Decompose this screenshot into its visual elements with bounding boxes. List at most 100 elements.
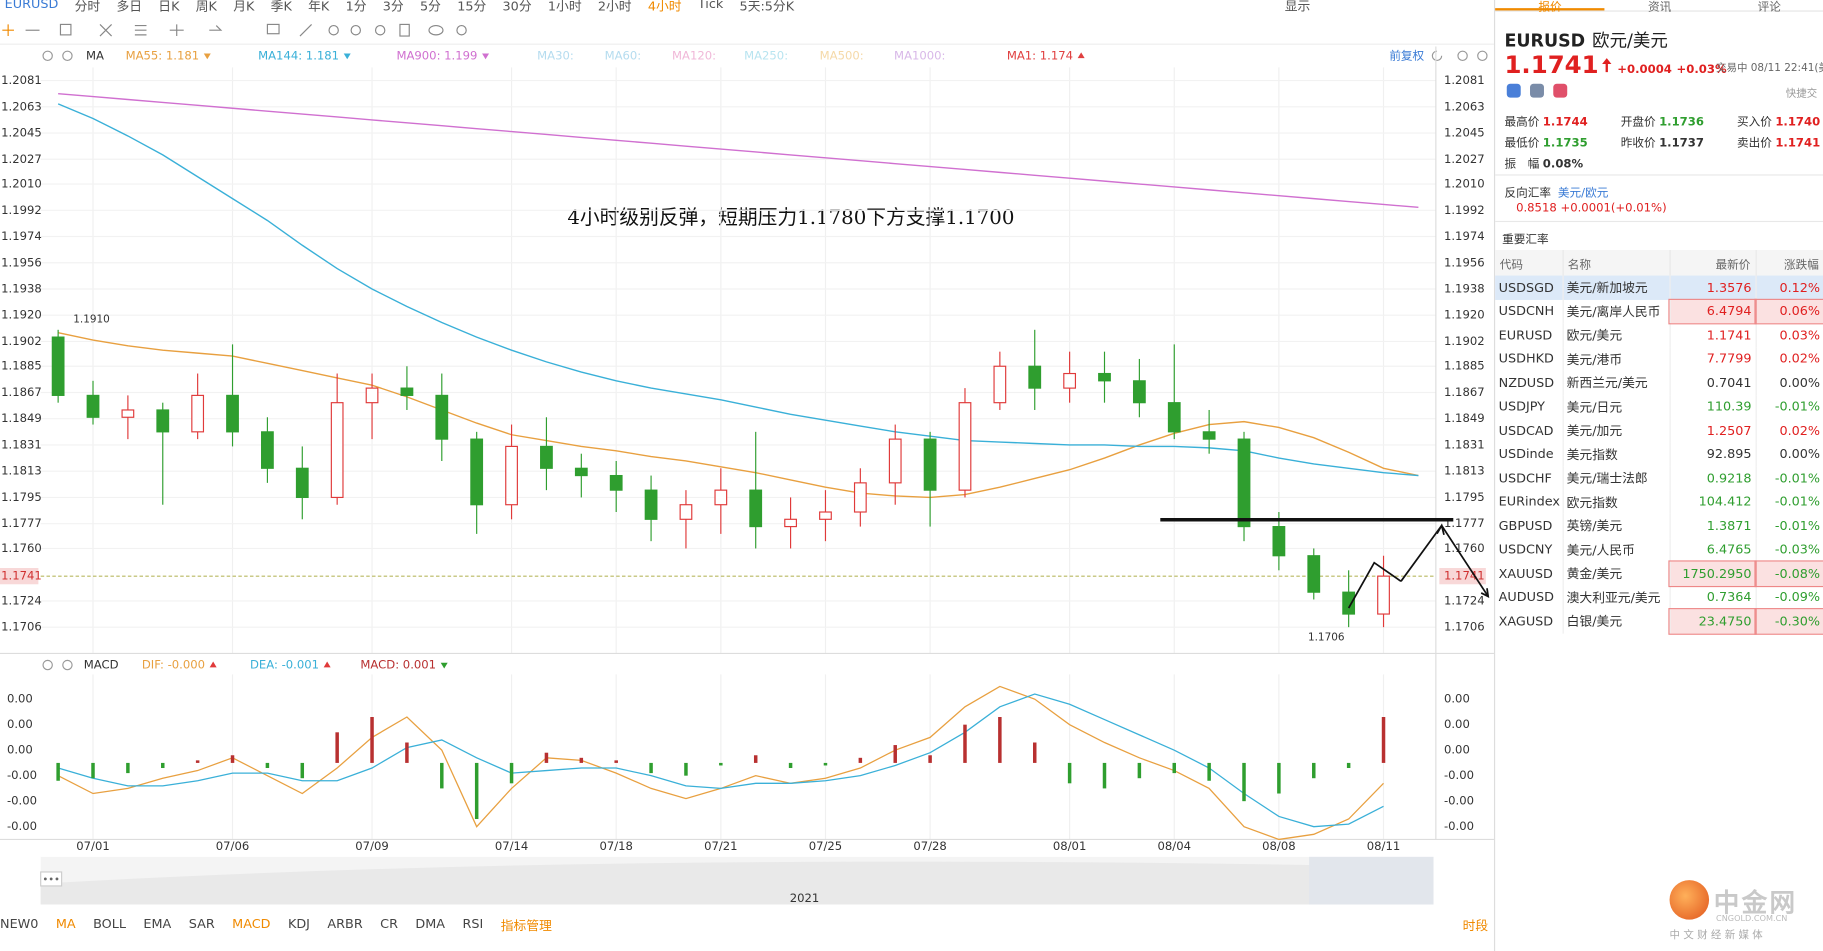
y-tick-label: 1.1885 bbox=[1444, 359, 1485, 373]
period-tab[interactable]: 5分 bbox=[420, 0, 441, 14]
y-tick-label: 1.1777 bbox=[1, 516, 42, 530]
rate-row[interactable]: USDSGD 美元/新加坡元 1.3576 0.12% bbox=[1495, 275, 1823, 300]
rate-row[interactable]: USDJPY 美元/日元 110.39 -0.01% bbox=[1495, 394, 1823, 419]
price: 92.895 bbox=[1669, 442, 1757, 467]
period-tab[interactable]: 5天:5分K bbox=[739, 0, 795, 14]
macd-bar bbox=[579, 757, 584, 763]
name: 美元/日元 bbox=[1562, 394, 1671, 419]
rates-table: 代码 名称 最新价 涨跌幅 USDSGD 美元/新加坡元 1.3576 0.12% USDCNH… bbox=[1495, 249, 1823, 635]
column-header[interactable]: 名称 bbox=[1562, 249, 1671, 276]
indicator-tab[interactable]: MA bbox=[55, 916, 76, 932]
reverse-pair[interactable]: 美元/欧元 bbox=[1557, 187, 1609, 200]
indicator-tab[interactable]: DMA bbox=[415, 916, 446, 932]
period-tab[interactable]: 年K bbox=[308, 0, 330, 14]
y-tick-label: 1.2010 bbox=[1444, 177, 1485, 191]
y-tick-label: 1.1938 bbox=[1444, 281, 1485, 295]
period-tab[interactable]: 3分 bbox=[382, 0, 404, 14]
icon[interactable] bbox=[1553, 83, 1568, 98]
macd-bar bbox=[1207, 762, 1211, 781]
rate-row[interactable]: GBPUSD 英镑/美元 1.3871 -0.01% bbox=[1495, 513, 1823, 538]
indicator-name[interactable]: MA bbox=[86, 48, 104, 62]
legend-item[interactable]: MA250: bbox=[744, 48, 788, 62]
stat-value: 1.1741 bbox=[1775, 137, 1821, 150]
indicator-tab[interactable]: RSI bbox=[462, 916, 484, 932]
rate-row[interactable]: USDHKD 美元/港币 7.7799 0.02% bbox=[1495, 347, 1823, 371]
adjust-mode[interactable]: 前复权 bbox=[1389, 48, 1424, 62]
macd-bar bbox=[719, 762, 723, 766]
icon[interactable] bbox=[1506, 83, 1521, 98]
macd-bar bbox=[823, 762, 828, 766]
display-menu[interactable]: 显示 bbox=[1284, 0, 1311, 14]
legend-arrow bbox=[482, 53, 490, 60]
legend-item[interactable]: MA1: 1.174 bbox=[1007, 48, 1073, 62]
rate-row[interactable]: NZDUSD 新西兰元/美元 0.7041 0.00% bbox=[1495, 370, 1823, 395]
period-tab[interactable]: 30分 bbox=[502, 0, 532, 14]
rate-row[interactable]: USDCNH 美元/离岸人民币 6.4794 0.06% bbox=[1495, 298, 1823, 325]
period-tab[interactable]: 分时 bbox=[74, 0, 101, 14]
period-tab[interactable]: 4小时 bbox=[647, 0, 682, 14]
indicator-tab[interactable]: KDJ bbox=[287, 916, 310, 932]
legend-item[interactable]: MA60: bbox=[605, 48, 642, 62]
price: 104.412 bbox=[1669, 490, 1757, 514]
reverse-values: 0.8518 +0.0001(+0.01%) bbox=[1516, 202, 1667, 215]
rate-row[interactable]: EURindex 欧元指数 104.412 -0.01% bbox=[1495, 490, 1823, 514]
indicator-tab[interactable]: CR bbox=[380, 916, 398, 932]
indicator-tab[interactable]: SAR bbox=[188, 916, 215, 932]
legend-item[interactable]: MA900: 1.199 bbox=[396, 48, 477, 62]
indicator-tab[interactable]: BOLL bbox=[93, 916, 126, 932]
period-tab[interactable]: 季K bbox=[270, 0, 292, 14]
panel-tab[interactable]: 资讯 bbox=[1648, 1, 1672, 14]
legend-item[interactable]: DIF: -0.000 bbox=[142, 658, 205, 672]
legend-item[interactable]: MA144: 1.181 bbox=[258, 48, 339, 62]
candle-body bbox=[1063, 372, 1077, 389]
indicator-tab[interactable]: ARBR bbox=[327, 916, 363, 932]
candle-body bbox=[923, 438, 937, 491]
column-header[interactable]: 代码 bbox=[1495, 249, 1564, 276]
legend-item[interactable]: MA120: bbox=[672, 48, 716, 62]
period-tab[interactable]: 日K bbox=[158, 0, 180, 14]
period-button[interactable]: 时段 bbox=[1462, 918, 1489, 934]
period-tab[interactable]: 多日 bbox=[116, 0, 143, 14]
price: 7.7799 bbox=[1669, 347, 1757, 371]
indicator-tab[interactable]: 指标管理 bbox=[500, 918, 552, 934]
period-tab[interactable]: 1小时 bbox=[547, 0, 582, 14]
legend-item[interactable]: MA500: bbox=[820, 48, 864, 62]
panel-tab[interactable]: 评论 bbox=[1757, 1, 1781, 14]
legend-item[interactable]: MACD: 0.001 bbox=[360, 658, 436, 672]
candle-body bbox=[540, 445, 553, 469]
legend-item[interactable]: MA55: 1.181 bbox=[126, 48, 200, 62]
rate-row[interactable]: AUDUSD 澳大利亚元/美元 0.7364 -0.09% bbox=[1495, 585, 1823, 610]
period-tab[interactable]: 2小时 bbox=[597, 0, 632, 14]
rate-row[interactable]: USDinde 美元指数 92.895 0.00% bbox=[1495, 442, 1823, 467]
rate-row[interactable]: EURUSD 欧元/美元 1.1741 0.03% bbox=[1495, 323, 1823, 348]
indicator-tab[interactable]: NEW0 bbox=[0, 916, 39, 932]
period-tab[interactable]: Tick bbox=[697, 0, 724, 12]
panel-tab[interactable]: 报价 bbox=[1495, 0, 1605, 14]
symbol[interactable]: EURUSD bbox=[4, 0, 59, 12]
macd-bar bbox=[474, 762, 479, 820]
legend-item[interactable]: MA1000: bbox=[894, 48, 945, 62]
period-tab[interactable]: 月K bbox=[233, 0, 255, 14]
rate-row[interactable]: USDCNY 美元/人民币 6.4765 -0.03% bbox=[1495, 537, 1823, 562]
legend-item[interactable]: DEA: -0.001 bbox=[250, 658, 319, 672]
period-tab[interactable]: 15分 bbox=[457, 0, 487, 14]
rate-row[interactable]: XAGUSD 白银/美元 23.4750 -0.30% bbox=[1495, 608, 1823, 635]
column-header[interactable]: 最新价 bbox=[1669, 249, 1757, 276]
indicator-tab[interactable]: MACD bbox=[232, 916, 271, 932]
indicator-tab[interactable]: EMA bbox=[143, 916, 172, 932]
rate-row[interactable]: XAUUSD 黄金/美元 1750.2950 -0.08% bbox=[1495, 560, 1823, 587]
period-tab[interactable]: 周K bbox=[195, 0, 217, 14]
rate-row[interactable]: USDCHF 美元/瑞士法郎 0.9218 -0.01% bbox=[1495, 466, 1823, 491]
quick-trade[interactable]: 快捷交 bbox=[1785, 88, 1818, 100]
navigator-handle[interactable] bbox=[40, 871, 63, 887]
icon[interactable] bbox=[1530, 83, 1544, 98]
y-tick-label: 1.1760 bbox=[1, 541, 42, 555]
column-header[interactable]: 涨跌幅 bbox=[1755, 249, 1823, 276]
legend-item[interactable]: MA30: bbox=[537, 48, 574, 62]
navigator-window[interactable] bbox=[1309, 856, 1434, 905]
rate-row[interactable]: USDCAD 美元/加元 1.2507 0.02% bbox=[1495, 418, 1823, 443]
quote-name: 欧元/美元 bbox=[1592, 30, 1668, 52]
y-tick-label: 1.1974 bbox=[1, 229, 42, 243]
period-tab[interactable]: 1分 bbox=[345, 0, 367, 14]
